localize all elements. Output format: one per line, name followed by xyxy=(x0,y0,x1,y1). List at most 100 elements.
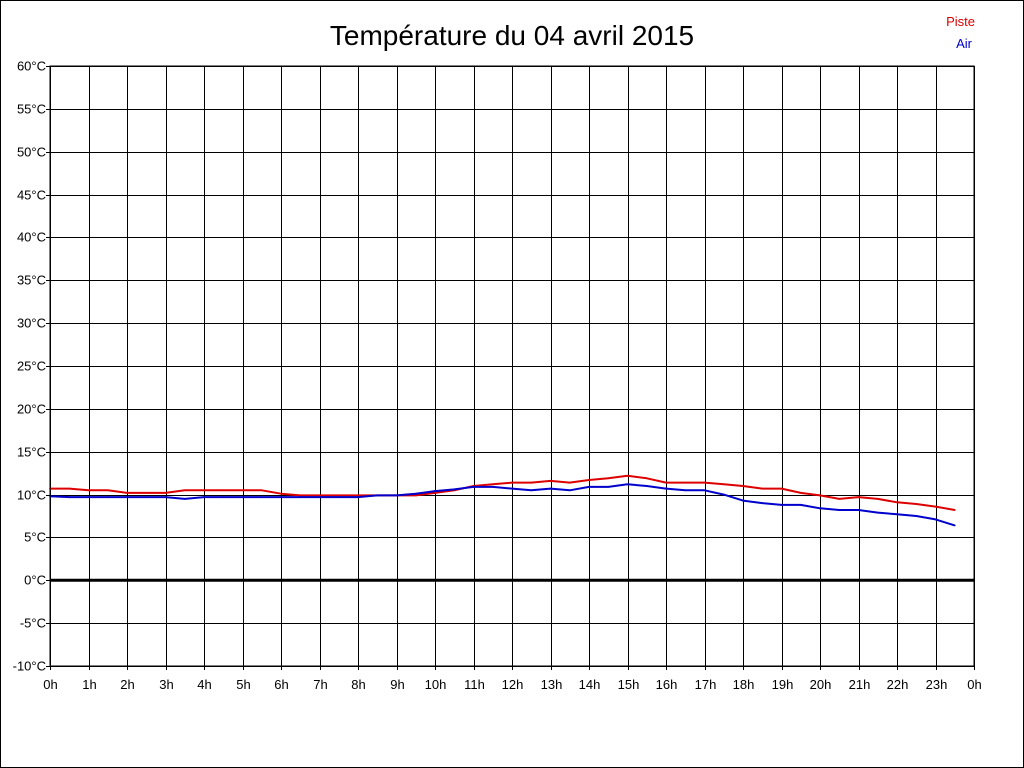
data-point-air xyxy=(241,496,244,498)
data-point-piste xyxy=(742,485,744,487)
data-point-piste xyxy=(222,489,225,492)
x-tick-label: 11h xyxy=(464,677,485,692)
series-line-piste xyxy=(50,474,955,511)
data-point-piste xyxy=(703,481,706,484)
data-point-air xyxy=(838,509,841,511)
data-point-air xyxy=(626,483,629,486)
data-point-air xyxy=(87,496,90,498)
y-tick-label: 40°C xyxy=(17,230,46,245)
data-point-piste xyxy=(934,505,937,508)
y-tick-label: 55°C xyxy=(17,102,46,117)
x-tick-label: 23h xyxy=(926,677,948,692)
data-point-piste xyxy=(569,481,571,484)
y-tick-label: 60°C xyxy=(17,59,46,74)
x-tick-label: 19h xyxy=(772,677,794,692)
data-point-air xyxy=(492,486,494,488)
data-point-piste xyxy=(107,489,109,492)
data-point-air xyxy=(954,524,956,527)
data-point-piste xyxy=(164,492,167,494)
data-point-piste xyxy=(780,487,783,490)
data-point-air xyxy=(453,488,456,491)
x-tick-label: 17h xyxy=(695,677,717,692)
data-point-air xyxy=(703,489,706,492)
x-tick-label: 6h xyxy=(274,677,288,692)
y-tick-label: -10°C xyxy=(13,659,46,674)
legend-air: Air xyxy=(956,36,973,51)
data-point-piste xyxy=(145,492,148,494)
data-point-air xyxy=(896,513,898,516)
x-tick-label: 16h xyxy=(656,677,678,692)
data-point-air xyxy=(434,490,436,492)
y-tick-label: 20°C xyxy=(17,402,46,417)
data-point-air xyxy=(68,496,71,498)
data-point-piste xyxy=(299,494,302,497)
data-point-air xyxy=(857,509,860,511)
data-point-air xyxy=(646,485,648,487)
data-point-piste xyxy=(549,480,552,482)
y-tick-label: 15°C xyxy=(17,445,46,460)
data-point-piste xyxy=(184,489,186,492)
y-tick-label: 25°C xyxy=(17,359,46,374)
data-point-air xyxy=(203,496,205,498)
x-tick-label: 21h xyxy=(849,677,871,692)
data-point-piste xyxy=(684,481,687,484)
data-point-air xyxy=(126,496,128,498)
x-tick-label: 7h xyxy=(313,677,327,692)
data-point-piste xyxy=(241,489,244,492)
x-tick-label: 0h xyxy=(967,677,981,692)
data-point-air xyxy=(299,496,302,498)
data-point-piste xyxy=(338,494,340,497)
data-point-air xyxy=(511,487,513,490)
y-tick-label: 30°C xyxy=(17,316,46,331)
y-tick-label: 35°C xyxy=(17,273,46,288)
y-tick-label: 45°C xyxy=(17,188,46,203)
data-point-air xyxy=(588,486,590,488)
data-point-air xyxy=(761,502,764,504)
x-tick-label: 15h xyxy=(618,677,640,692)
data-point-piste xyxy=(857,496,860,498)
x-tick-label: 5h xyxy=(236,677,250,692)
data-point-piste xyxy=(838,498,841,500)
x-tick-label: 18h xyxy=(733,677,755,692)
x-tick-label: 0h xyxy=(43,677,57,692)
data-point-piste xyxy=(126,492,128,494)
x-axis-ticks: 0h 1h 2h 3h 4h 5h 6h 7h 8h 9h 10h 11h 12h 13h 14h 15h 16… xyxy=(43,666,982,692)
plot-area-border xyxy=(49,65,975,667)
data-point-air xyxy=(184,498,186,500)
chart-title: Température du 04 avril 2015 xyxy=(330,20,694,51)
data-point-air xyxy=(530,489,533,492)
data-point-air xyxy=(780,504,783,506)
x-tick-label: 13h xyxy=(541,677,563,692)
data-point-air xyxy=(280,496,282,498)
data-point-piste xyxy=(877,498,879,500)
x-tick-label: 12h xyxy=(502,677,524,692)
data-point-piste xyxy=(665,481,667,484)
x-tick-label: 22h xyxy=(887,677,909,692)
data-point-piste xyxy=(511,481,513,484)
series-line-air xyxy=(49,483,956,527)
data-point-air xyxy=(723,493,725,496)
data-point-piste xyxy=(357,494,359,497)
data-point-piste xyxy=(87,489,90,492)
x-tick-label: 3h xyxy=(159,677,173,692)
y-tick-label: -5°C xyxy=(20,616,46,631)
data-point-piste xyxy=(607,477,610,480)
y-tick-label: 50°C xyxy=(17,145,46,160)
x-tick-label: 4h xyxy=(197,677,211,692)
data-point-piste xyxy=(530,481,533,484)
x-tick-label: 10h xyxy=(425,677,447,692)
data-point-air xyxy=(607,486,610,488)
x-tick-label: 20h xyxy=(810,677,832,692)
data-point-air xyxy=(742,499,744,502)
data-point-piste xyxy=(896,501,898,504)
x-tick-label: 2h xyxy=(120,677,134,692)
data-point-piste xyxy=(915,503,918,505)
y-axis-ticks: 60°C 55°C 50°C 45°C 40°C 35°C 30°C 25°C 20°C 15°C… xyxy=(13,59,50,674)
x-tick-label: 14h xyxy=(579,677,601,692)
y-tick-label: 10°C xyxy=(17,488,46,503)
data-point-air xyxy=(934,518,937,521)
data-point-air xyxy=(665,487,667,490)
data-point-piste xyxy=(800,492,802,494)
data-point-piste xyxy=(280,492,282,495)
